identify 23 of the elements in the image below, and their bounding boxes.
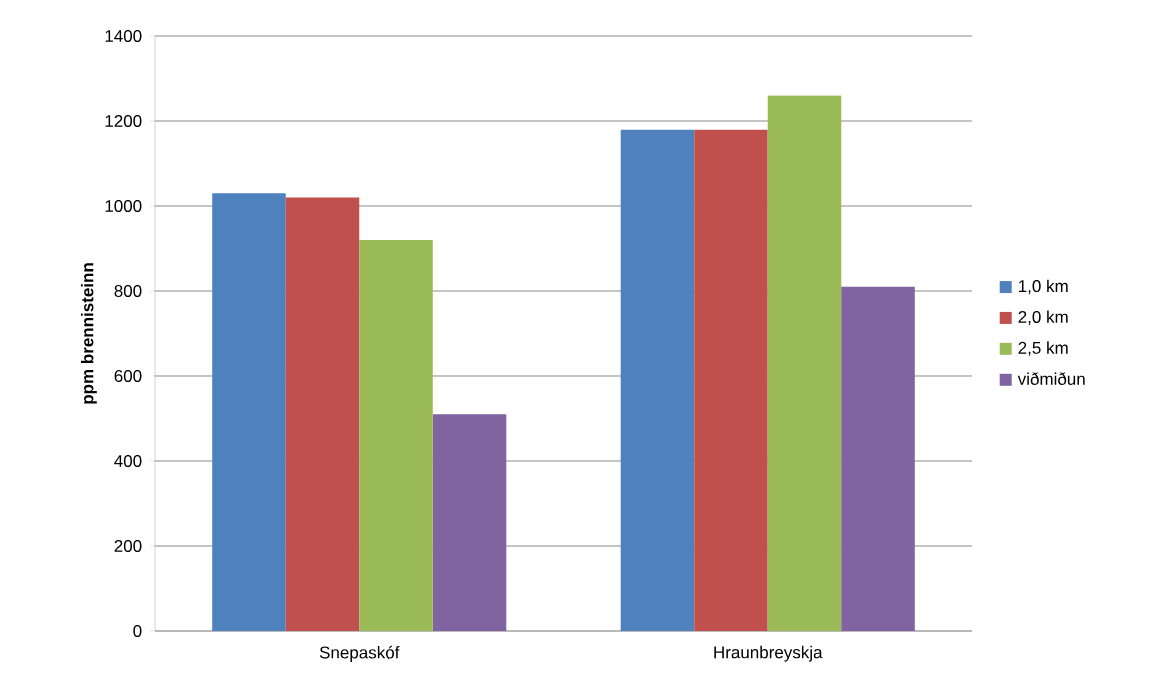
y-tick-label: 0 <box>133 624 142 638</box>
bar <box>359 239 433 631</box>
bar <box>694 129 768 631</box>
bar <box>767 95 842 631</box>
bar <box>285 197 360 631</box>
bar <box>620 129 695 631</box>
x-tick-label: Snepaskóf <box>319 645 400 662</box>
legend-label: 2,5 km <box>1018 341 1068 356</box>
y-tick-label: 400 <box>114 454 142 468</box>
y-tick-label: 800 <box>114 284 142 298</box>
bar <box>212 193 286 631</box>
y-tick-label: 1000 <box>105 199 142 213</box>
x-tick-label: Hraunbreyskja <box>714 645 823 662</box>
y-tick-label: 1200 <box>105 114 142 128</box>
y-tick-label: 1400 <box>105 29 142 43</box>
legend-label: 2,0 km <box>1018 310 1068 325</box>
bar <box>432 414 507 631</box>
bar <box>841 286 915 631</box>
y-tick-label: 600 <box>114 369 142 383</box>
legend-label: viðmiðun <box>1017 372 1085 385</box>
legend-label: 1,0 km <box>1019 279 1068 295</box>
y-axis-title: ppm brennisteinn <box>80 263 97 404</box>
y-tick-label: 200 <box>114 539 142 553</box>
